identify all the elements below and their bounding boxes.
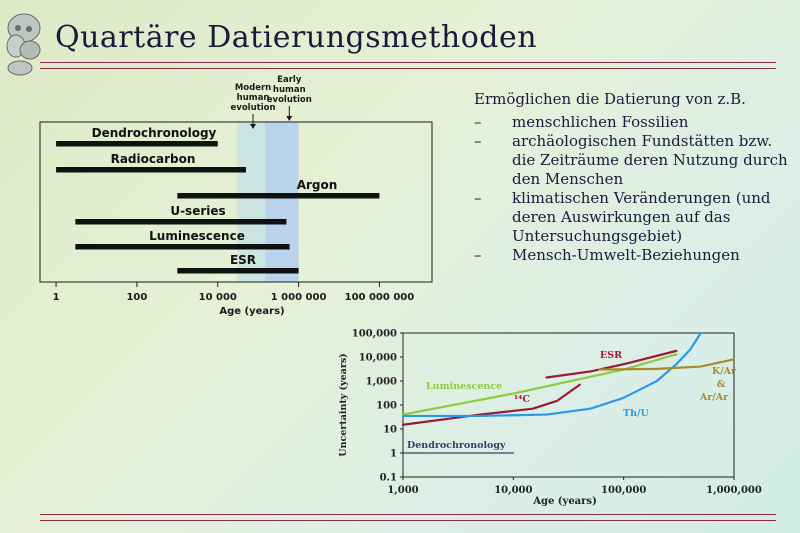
method-range-bar	[177, 268, 299, 274]
series-label: Dendrochronology	[407, 440, 506, 451]
y-tick-label: 0.1	[380, 473, 397, 484]
x-tick-label: 1,000	[387, 485, 418, 496]
skull-logo	[6, 13, 41, 76]
evolution-band	[237, 122, 266, 282]
list-item-text: archäologischen Fundstätten bzw. die Zei…	[512, 132, 788, 188]
list-item: – klimatischen Veränderungen (und deren A…	[474, 189, 794, 246]
y-tick-label: 10,000	[359, 353, 397, 364]
evolution-band-label: Early human evolution	[267, 75, 312, 105]
y-axis-label: Uncertainty (years)	[338, 353, 349, 456]
list-item: – archäologischen Fundstätten bzw. die Ze…	[474, 132, 794, 189]
intro-text: Ermöglichen die Datierung von z.B.	[474, 90, 746, 108]
band-arrowhead	[286, 116, 293, 121]
diagram-frame	[39, 121, 433, 283]
x-tick-label: 10 000	[199, 292, 237, 303]
bullet-dash: –	[474, 246, 482, 264]
bullet-dash: –	[474, 113, 482, 131]
y-tick-label: 10	[383, 425, 397, 436]
series-label: K/Ar	[712, 366, 737, 377]
band-label-line: evolution	[231, 103, 276, 113]
x-axis-label: Age (years)	[532, 496, 597, 507]
x-axis-label: Age (years)	[219, 306, 284, 317]
method-range-bar	[177, 193, 380, 199]
x-tick-label: 1,000,000	[706, 485, 762, 496]
series-label: &	[717, 379, 726, 390]
list-item-text: klimatischen Veränderungen (und deren Au…	[512, 189, 771, 245]
list-item: – Mensch-Umwelt-Beziehungen	[474, 246, 794, 265]
bullet-dash: –	[474, 132, 482, 150]
method-label: Radiocarbon	[111, 152, 196, 166]
x-tick-label: 100	[126, 292, 147, 303]
series-line	[401, 331, 702, 418]
band-label-line: human	[273, 85, 306, 95]
method-range-bar	[56, 167, 247, 173]
method-label: Luminescence	[149, 229, 245, 243]
y-tick-label: 1,000	[366, 377, 397, 388]
series-label: ESR	[600, 350, 622, 361]
band-label-line: evolution	[267, 95, 312, 105]
y-tick-label: 100	[376, 401, 397, 412]
series-label: Th/U	[623, 408, 649, 419]
purpose-list: – menschlichen Fossilien – archäologischen…	[474, 113, 794, 265]
band-label-line: human	[237, 93, 270, 103]
method-label: ESR	[230, 253, 256, 267]
x-tick-label: 100,000	[601, 485, 646, 496]
method-range-bar	[75, 244, 290, 250]
y-tick-label: 100,000	[352, 329, 397, 340]
band-arrowhead	[250, 124, 257, 129]
bullet-dash: –	[474, 189, 482, 207]
y-tick-label: 1	[390, 449, 397, 460]
evolution-band-label: Modern human evolution	[231, 83, 276, 113]
list-item-text: Mensch-Umwelt-Beziehungen	[512, 246, 740, 264]
method-label: U-series	[170, 204, 225, 218]
list-item-text: menschlichen Fossilien	[512, 113, 689, 131]
series-line	[545, 349, 678, 379]
series-label: Luminescence	[426, 381, 502, 392]
series-line	[401, 353, 678, 416]
series-line	[401, 383, 581, 426]
evolution-band	[265, 122, 299, 282]
footer-rule-bottom	[40, 520, 776, 521]
list-item: – menschlichen Fossilien	[474, 113, 794, 132]
title-rule-bottom	[40, 68, 776, 69]
series-line	[598, 358, 736, 371]
x-tick-label: 1 000 000	[271, 292, 327, 303]
footer-rule-top	[40, 514, 776, 515]
method-range-bar	[75, 219, 287, 225]
method-label: Dendrochronology	[92, 126, 217, 140]
method-range-bar	[56, 141, 218, 147]
title-rule-top	[40, 62, 776, 63]
series-label: ¹⁴C	[514, 394, 530, 405]
dating-purpose-text: Ermöglichen die Datierung von z.B. – mens…	[474, 90, 794, 265]
x-tick-label: 10,000	[494, 485, 532, 496]
series-label: Ar/Ar	[699, 392, 729, 403]
x-tick-label: 1	[53, 292, 60, 303]
band-label-line: Early	[277, 75, 302, 85]
x-tick-label: 100 000 000	[345, 292, 415, 303]
band-label-line: Modern	[235, 83, 271, 93]
slide-title: Quartäre Datierungsmethoden	[55, 20, 538, 55]
method-label: Argon	[297, 178, 338, 192]
